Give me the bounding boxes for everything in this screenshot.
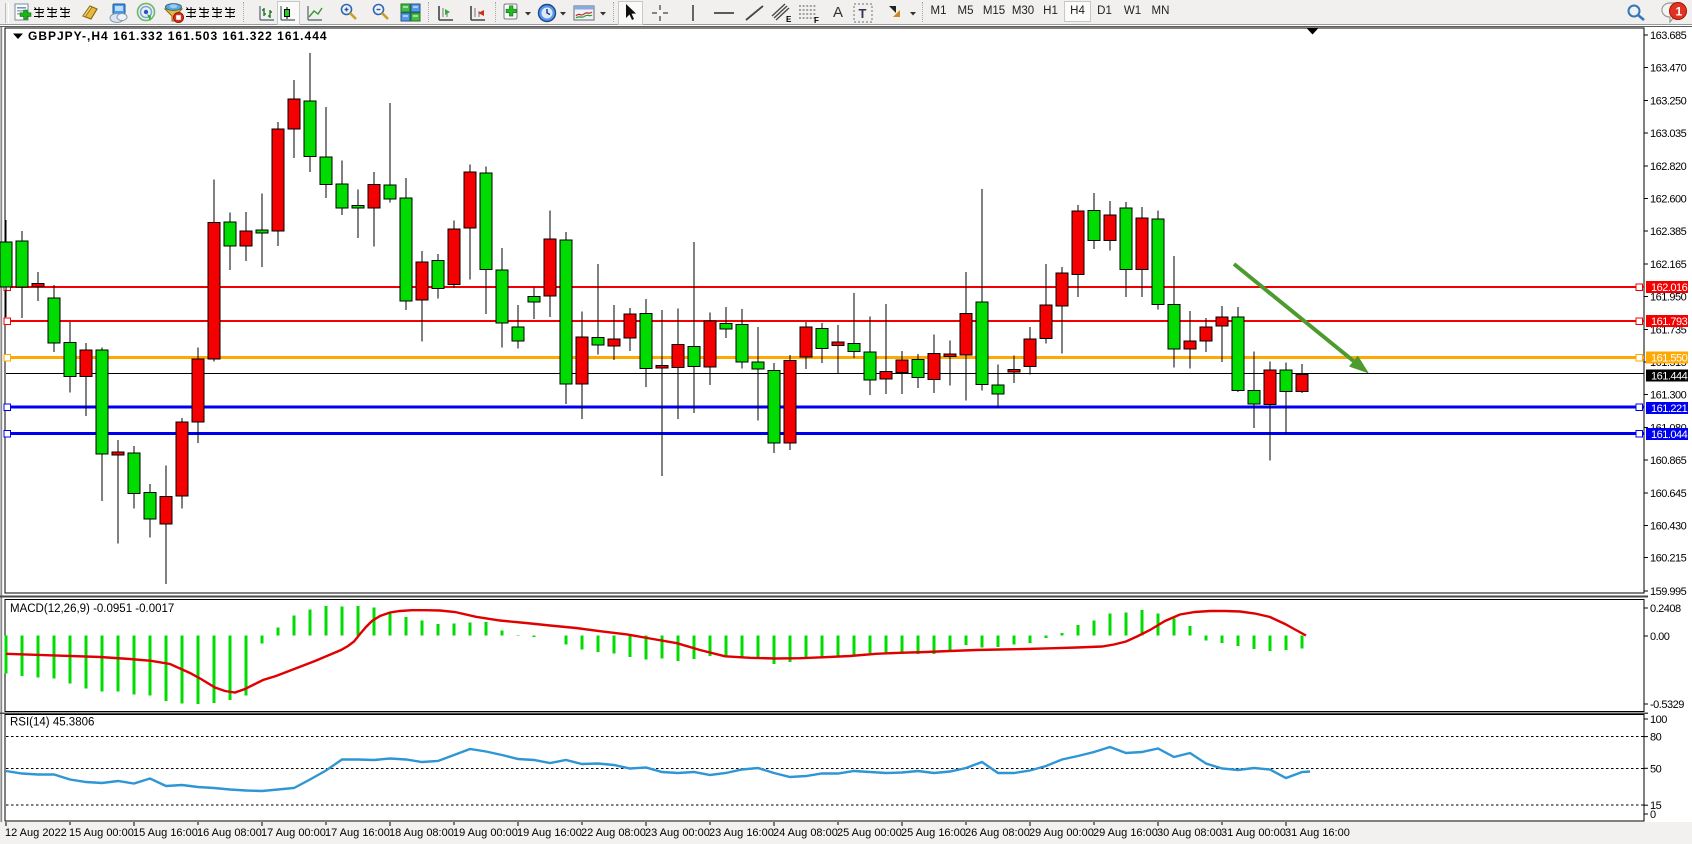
svg-text:163.250: 163.250: [1650, 95, 1687, 107]
svg-text:18 Aug 08:00: 18 Aug 08:00: [389, 827, 454, 839]
svg-text:162.016: 162.016: [1651, 282, 1688, 294]
svg-text:19 Aug 16:00: 19 Aug 16:00: [517, 827, 582, 839]
svg-text:163.470: 163.470: [1650, 63, 1687, 75]
svg-text:161.950: 161.950: [1650, 292, 1687, 304]
svg-text:31 Aug 16:00: 31 Aug 16:00: [1285, 827, 1350, 839]
svg-text:25 Aug 16:00: 25 Aug 16:00: [901, 827, 966, 839]
svg-text:161.550: 161.550: [1651, 353, 1688, 365]
svg-text:163.035: 163.035: [1650, 128, 1687, 140]
svg-text:25 Aug 00:00: 25 Aug 00:00: [837, 827, 902, 839]
svg-text:162.820: 162.820: [1650, 161, 1687, 173]
svg-text:15: 15: [1650, 800, 1662, 812]
svg-text:23 Aug 00:00: 23 Aug 00:00: [645, 827, 710, 839]
svg-text:15 Aug 00:00: 15 Aug 00:00: [69, 827, 134, 839]
svg-text:31 Aug 00:00: 31 Aug 00:00: [1221, 827, 1286, 839]
svg-text:30 Aug 08:00: 30 Aug 08:00: [1157, 827, 1222, 839]
svg-text:29 Aug 00:00: 29 Aug 00:00: [1029, 827, 1094, 839]
svg-text:MACD(12,26,9) -0.0951 -0.0017: MACD(12,26,9) -0.0951 -0.0017: [10, 603, 174, 615]
svg-text:160.215: 160.215: [1650, 553, 1687, 565]
svg-text:15 Aug 16:00: 15 Aug 16:00: [133, 827, 198, 839]
svg-text:100: 100: [1650, 714, 1667, 726]
svg-text:19 Aug 00:00: 19 Aug 00:00: [453, 827, 518, 839]
svg-text:17 Aug 16:00: 17 Aug 16:00: [325, 827, 390, 839]
svg-text:12 Aug 2022: 12 Aug 2022: [5, 827, 67, 839]
svg-text:160.430: 160.430: [1650, 521, 1687, 533]
svg-text:162.165: 162.165: [1650, 259, 1687, 271]
svg-text:RSI(14) 45.3806: RSI(14) 45.3806: [10, 717, 94, 729]
svg-text:24 Aug 08:00: 24 Aug 08:00: [773, 827, 838, 839]
svg-text:160.865: 160.865: [1650, 455, 1687, 467]
svg-text:162.385: 162.385: [1650, 226, 1687, 238]
svg-text:17 Aug 00:00: 17 Aug 00:00: [261, 827, 326, 839]
svg-text:162.600: 162.600: [1650, 194, 1687, 206]
svg-text:50: 50: [1650, 763, 1662, 775]
svg-text:0.2408: 0.2408: [1650, 603, 1681, 615]
svg-text:1: 1: [1676, 5, 1683, 19]
svg-text:161.300: 161.300: [1650, 390, 1687, 402]
svg-text:161.735: 161.735: [1650, 324, 1687, 336]
svg-text:T: T: [859, 6, 867, 21]
svg-text:0: 0: [1650, 809, 1656, 821]
svg-text:160.645: 160.645: [1650, 488, 1687, 500]
svg-text:23 Aug 16:00: 23 Aug 16:00: [709, 827, 774, 839]
svg-text:161.444: 161.444: [1651, 371, 1688, 383]
svg-text:29 Aug 16:00: 29 Aug 16:00: [1093, 827, 1158, 839]
svg-text:26 Aug 08:00: 26 Aug 08:00: [965, 827, 1030, 839]
svg-text:161.221: 161.221: [1651, 403, 1688, 415]
svg-text:159.995: 159.995: [1650, 586, 1687, 598]
svg-text:E: E: [786, 15, 792, 24]
svg-text:22 Aug 08:00: 22 Aug 08:00: [581, 827, 646, 839]
svg-text:0.00: 0.00: [1650, 631, 1670, 643]
svg-text:80: 80: [1650, 732, 1662, 744]
svg-text:161.793: 161.793: [1651, 316, 1688, 328]
svg-text:161.044: 161.044: [1651, 429, 1688, 441]
svg-text:GBPJPY-,H4 161.332 161.503 16: GBPJPY-,H4 161.332 161.503 161.322 161.4…: [28, 29, 328, 43]
svg-text:163.685: 163.685: [1650, 30, 1687, 42]
svg-text:16 Aug 08:00: 16 Aug 08:00: [197, 827, 262, 839]
svg-text:F: F: [814, 16, 819, 24]
svg-text:-0.5329: -0.5329: [1650, 699, 1684, 711]
